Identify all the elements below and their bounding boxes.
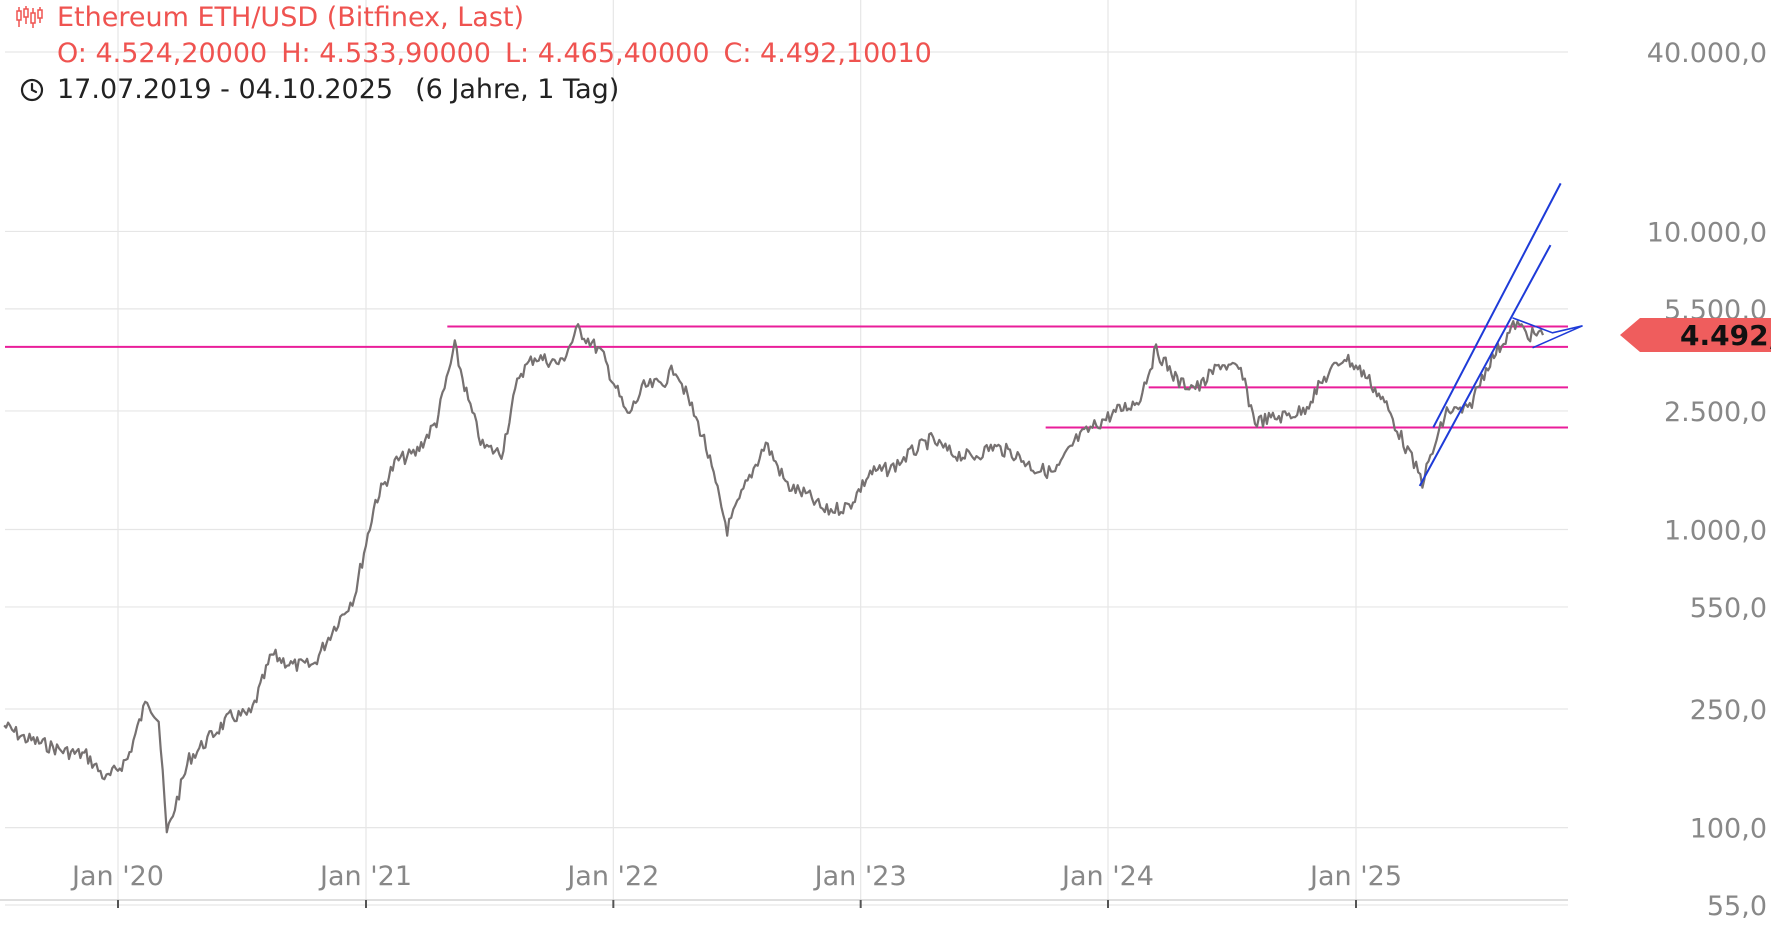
x-tick-label: Jan '22 — [565, 861, 659, 892]
y-tick-label: 10.000,0 — [1647, 217, 1767, 248]
chart-header: Ethereum ETH/USD (Bitfinex, Last) O: 4.5… — [0, 0, 1200, 110]
y-tick-label: 100,0 — [1690, 814, 1767, 845]
last-price-badge-shape — [1620, 318, 1771, 353]
y-tick-label: 55,0 — [1707, 891, 1767, 922]
x-tick-label: Jan '21 — [318, 861, 412, 892]
y-tick-label: 40.000,0 — [1647, 38, 1767, 69]
y-tick-label: 2.500,0 — [1664, 397, 1767, 428]
pennant-pattern — [1512, 317, 1583, 349]
clock-icon[interactable] — [20, 78, 44, 102]
last-price-badge: 4.492,1 — [1620, 318, 1771, 353]
price-line — [3, 320, 1545, 834]
x-tick-label: Jan '20 — [70, 861, 164, 892]
x-axis: Jan '20 Jan '21 Jan '22 Jan '23 Jan '24 Jan '… — [70, 861, 1402, 908]
instrument-title: Ethereum ETH/USD (Bitfinex, Last) — [57, 2, 525, 33]
open-value: O: 4.524,20000 — [57, 38, 268, 69]
trend-channel-line — [1432, 182, 1562, 428]
high-value: H: 4.533,90000 — [281, 38, 491, 69]
y-tick-label: 1.000,0 — [1664, 516, 1767, 547]
y-tick-label: 250,0 — [1690, 695, 1767, 726]
date-range-text: 17.07.2019 - 04.10.2025 — [57, 74, 394, 105]
date-range[interactable]: 17.07.2019 - 04.10.2025 (6 Jahre, 1 Tag) — [57, 74, 619, 105]
y-tick-label: 550,0 — [1690, 593, 1767, 624]
x-tick-label: Jan '24 — [1060, 861, 1154, 892]
last-price-label: 4.492,1 — [1680, 319, 1771, 352]
candlestick-icon[interactable] — [16, 6, 44, 28]
ohlc-values: O: 4.524,20000 H: 4.533,90000 L: 4.465,400… — [57, 38, 932, 69]
x-tick-label: Jan '25 — [1308, 861, 1402, 892]
trend-channel — [1418, 182, 1583, 487]
close-value: C: 4.492,10010 — [723, 38, 932, 69]
low-value: L: 4.465,40000 — [505, 38, 710, 69]
period-text: (6 Jahre, 1 Tag) — [415, 74, 620, 105]
x-tick-label: Jan '23 — [813, 861, 907, 892]
price-series — [3, 320, 1545, 835]
support-resistance-lines — [5, 325, 1568, 429]
y-axis: 40.000,010.000,05.500,02.500,01.000,0550… — [1647, 38, 1767, 922]
trend-channel-line — [1418, 244, 1552, 487]
grid — [0, 0, 1568, 906]
